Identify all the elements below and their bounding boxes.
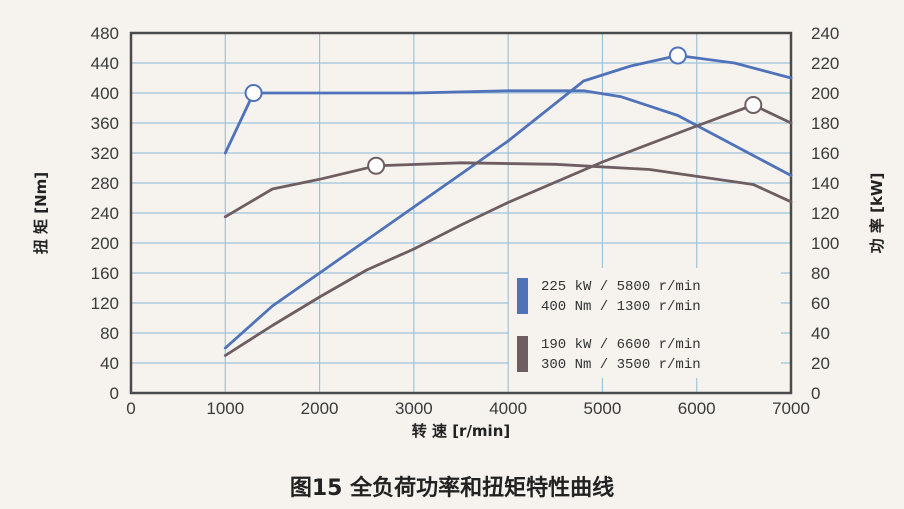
y-left-tick-label: 280 [91,174,119,193]
figure-caption: 图15 全负荷功率和扭矩特性曲线 [289,476,615,501]
x-tick-label: 7000 [772,399,810,418]
y-left-tick-label: 160 [91,264,119,283]
tick-labels: 0 1000 2000 3000 4000 5000 6000 700004080120160… [91,24,840,418]
y-right-tick-label: 220 [811,54,839,73]
y-left-axis-title: 扭 矩 [Nm] [32,172,50,254]
axis-titles: 转 速 [r/min] 扭 矩 [Nm] 功 率 [kW] [32,172,886,440]
y-right-tick-label: 200 [811,84,839,103]
y-right-tick-label: 180 [811,114,839,133]
peak-marker-gray-torque [367,156,386,175]
x-tick-label: 0 [126,399,135,418]
y-right-tick-label: 80 [811,264,830,283]
y-right-tick-label: 120 [811,204,839,223]
y-left-tick-label: 0 [110,384,119,403]
x-tick-label: 6000 [678,399,716,418]
y-right-tick-label: 100 [811,234,839,253]
series-line-gray-power [223,103,793,357]
peak-marker-blue-power [668,46,687,65]
x-tick-label: 3000 [395,399,433,418]
legend-swatch-blue [517,278,528,314]
y-right-tick-label: 60 [811,294,830,313]
legend-box [509,268,781,378]
series-line-blue-torque [223,89,793,177]
series-line-gray-torque [223,161,793,219]
x-tick-label: 1000 [206,399,244,418]
peak-marker-blue-torque [244,84,263,102]
x-tick-label: 5000 [584,399,622,418]
y-left-tick-label: 40 [100,354,119,373]
legend-entry-text: 190 kW / 6600 r/min [541,337,701,353]
legend-swatch-gray [517,336,528,372]
y-left-tick-label: 480 [91,24,119,43]
y-right-axis-title: 功 率 [kW] [868,173,886,254]
legend-entry-text: 400 Nm / 1300 r/min [541,299,701,315]
y-left-tick-label: 200 [91,234,119,253]
series-line-blue-power [223,54,793,350]
legend: 225 kW / 5800 r/min 400 Nm / 1300 r/min 19… [509,268,781,378]
legend-entry-text: 300 Nm / 3500 r/min [541,357,701,373]
y-right-tick-label: 20 [811,354,830,373]
y-right-tick-label: 40 [811,324,830,343]
y-right-tick-label: 240 [811,24,839,43]
x-tick-label: 2000 [301,399,339,418]
y-right-tick-label: 140 [811,174,839,193]
y-left-tick-label: 440 [91,54,119,73]
y-right-tick-label: 160 [811,144,839,163]
y-left-tick-label: 120 [91,294,119,313]
x-tick-label: 4000 [489,399,527,418]
legend-entry-text: 225 kW / 5800 r/min [541,279,701,295]
y-left-tick-label: 320 [91,144,119,163]
y-left-tick-label: 360 [91,114,119,133]
peak-marker-gray-power [744,96,763,114]
series [223,46,793,357]
x-axis-title: 转 速 [r/min] [412,422,510,440]
y-left-tick-label: 240 [91,204,119,223]
y-left-tick-label: 400 [91,84,119,103]
y-right-tick-label: 0 [811,384,820,403]
power-torque-chart: 0 1000 2000 3000 4000 5000 6000 700004080120160… [32,24,886,440]
plot-frame [129,31,793,395]
y-left-tick-label: 80 [100,324,119,343]
